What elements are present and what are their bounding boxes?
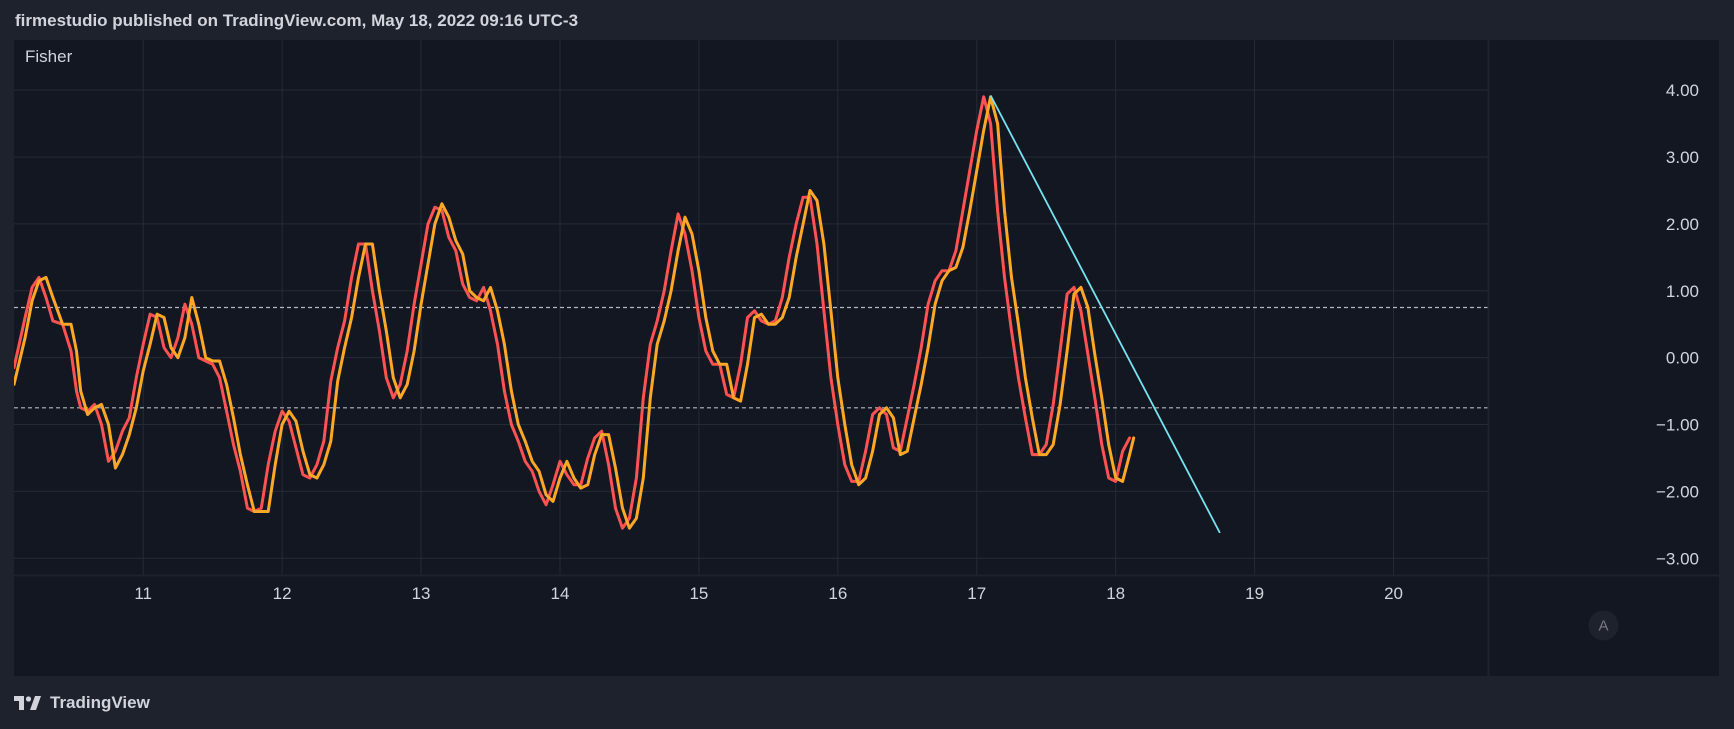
auto-scale-button[interactable]: A — [1588, 610, 1619, 641]
y-tick-label: 0.00 — [1666, 349, 1699, 368]
x-tick-label: 11 — [134, 584, 152, 603]
y-tick-label: −2.00 — [1656, 482, 1699, 501]
fisher-indicator-panel[interactable]: 4.00 3.00 2.00 1.00 0.00 −1.00 −2.00 −3.00 11 12… — [14, 40, 1719, 676]
x-tick-label: 19 — [1245, 584, 1264, 603]
x-tick-label: 12 — [273, 584, 292, 603]
x-tick-label: 17 — [967, 584, 986, 603]
y-tick-label: 3.00 — [1666, 148, 1699, 167]
y-tick-label: 1.00 — [1666, 282, 1699, 301]
price-scale[interactable] — [1488, 40, 1719, 676]
footer-brand[interactable]: TradingView — [50, 693, 150, 712]
time-scale[interactable] — [14, 575, 1488, 676]
x-tick-label: 16 — [828, 584, 847, 603]
auto-scale-label[interactable]: A — [1598, 618, 1608, 635]
x-tick-label: 13 — [412, 584, 431, 603]
x-axis-ticks: 11 12 13 14 15 16 17 18 19 20 — [134, 584, 1403, 603]
x-tick-label: 14 — [551, 584, 570, 603]
trigger-line[interactable] — [14, 95, 1136, 530]
fisher-line[interactable] — [14, 95, 1132, 530]
x-tick-label: 18 — [1106, 584, 1125, 603]
publish-caption: firmestudio published on TradingView.com… — [15, 11, 579, 30]
fisher-chart[interactable]: 4.00 3.00 2.00 1.00 0.00 −1.00 −2.00 −3.00 11 12… — [14, 40, 1719, 676]
y-tick-label: −3.00 — [1656, 549, 1699, 568]
footer: TradingView — [14, 690, 150, 716]
y-axis-ticks: 4.00 3.00 2.00 1.00 0.00 −1.00 −2.00 −3.00 — [1656, 81, 1699, 568]
indicator-title[interactable]: Fisher — [25, 47, 73, 66]
series-layer — [14, 95, 1136, 530]
level-lines — [14, 306, 1488, 409]
x-tick-label: 15 — [689, 584, 708, 603]
auto-scale-circle[interactable] — [1588, 610, 1619, 641]
y-tick-label: 2.00 — [1666, 215, 1699, 234]
trend-line[interactable] — [989, 95, 1221, 534]
y-tick-label: −1.00 — [1656, 416, 1699, 435]
y-tick-label: 4.00 — [1666, 81, 1699, 100]
x-tick-label: 20 — [1384, 584, 1403, 603]
tradingview-logo-icon[interactable] — [14, 696, 42, 710]
